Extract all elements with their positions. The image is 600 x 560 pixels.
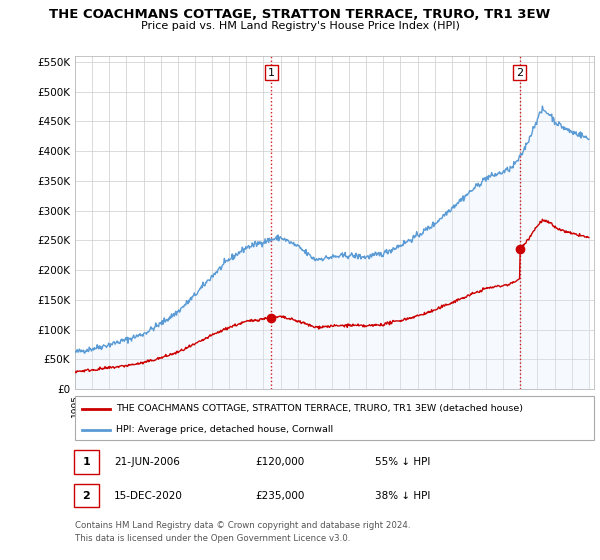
Text: This data is licensed under the Open Government Licence v3.0.: This data is licensed under the Open Gov… (75, 534, 350, 543)
Text: Contains HM Land Registry data © Crown copyright and database right 2024.: Contains HM Land Registry data © Crown c… (75, 521, 410, 530)
Text: 1: 1 (83, 457, 90, 467)
Text: £235,000: £235,000 (255, 491, 304, 501)
Text: 2: 2 (83, 491, 90, 501)
Text: £120,000: £120,000 (255, 457, 304, 467)
Text: 2: 2 (516, 68, 523, 78)
Text: Price paid vs. HM Land Registry's House Price Index (HPI): Price paid vs. HM Land Registry's House … (140, 21, 460, 31)
Text: 38% ↓ HPI: 38% ↓ HPI (375, 491, 430, 501)
Text: THE COACHMANS COTTAGE, STRATTON TERRACE, TRURO, TR1 3EW: THE COACHMANS COTTAGE, STRATTON TERRACE,… (49, 8, 551, 21)
Text: 1: 1 (268, 68, 275, 78)
Text: 21-JUN-2006: 21-JUN-2006 (114, 457, 180, 467)
Text: 15-DEC-2020: 15-DEC-2020 (114, 491, 183, 501)
Text: HPI: Average price, detached house, Cornwall: HPI: Average price, detached house, Corn… (116, 425, 333, 434)
Text: THE COACHMANS COTTAGE, STRATTON TERRACE, TRURO, TR1 3EW (detached house): THE COACHMANS COTTAGE, STRATTON TERRACE,… (116, 404, 523, 413)
Text: 55% ↓ HPI: 55% ↓ HPI (375, 457, 430, 467)
